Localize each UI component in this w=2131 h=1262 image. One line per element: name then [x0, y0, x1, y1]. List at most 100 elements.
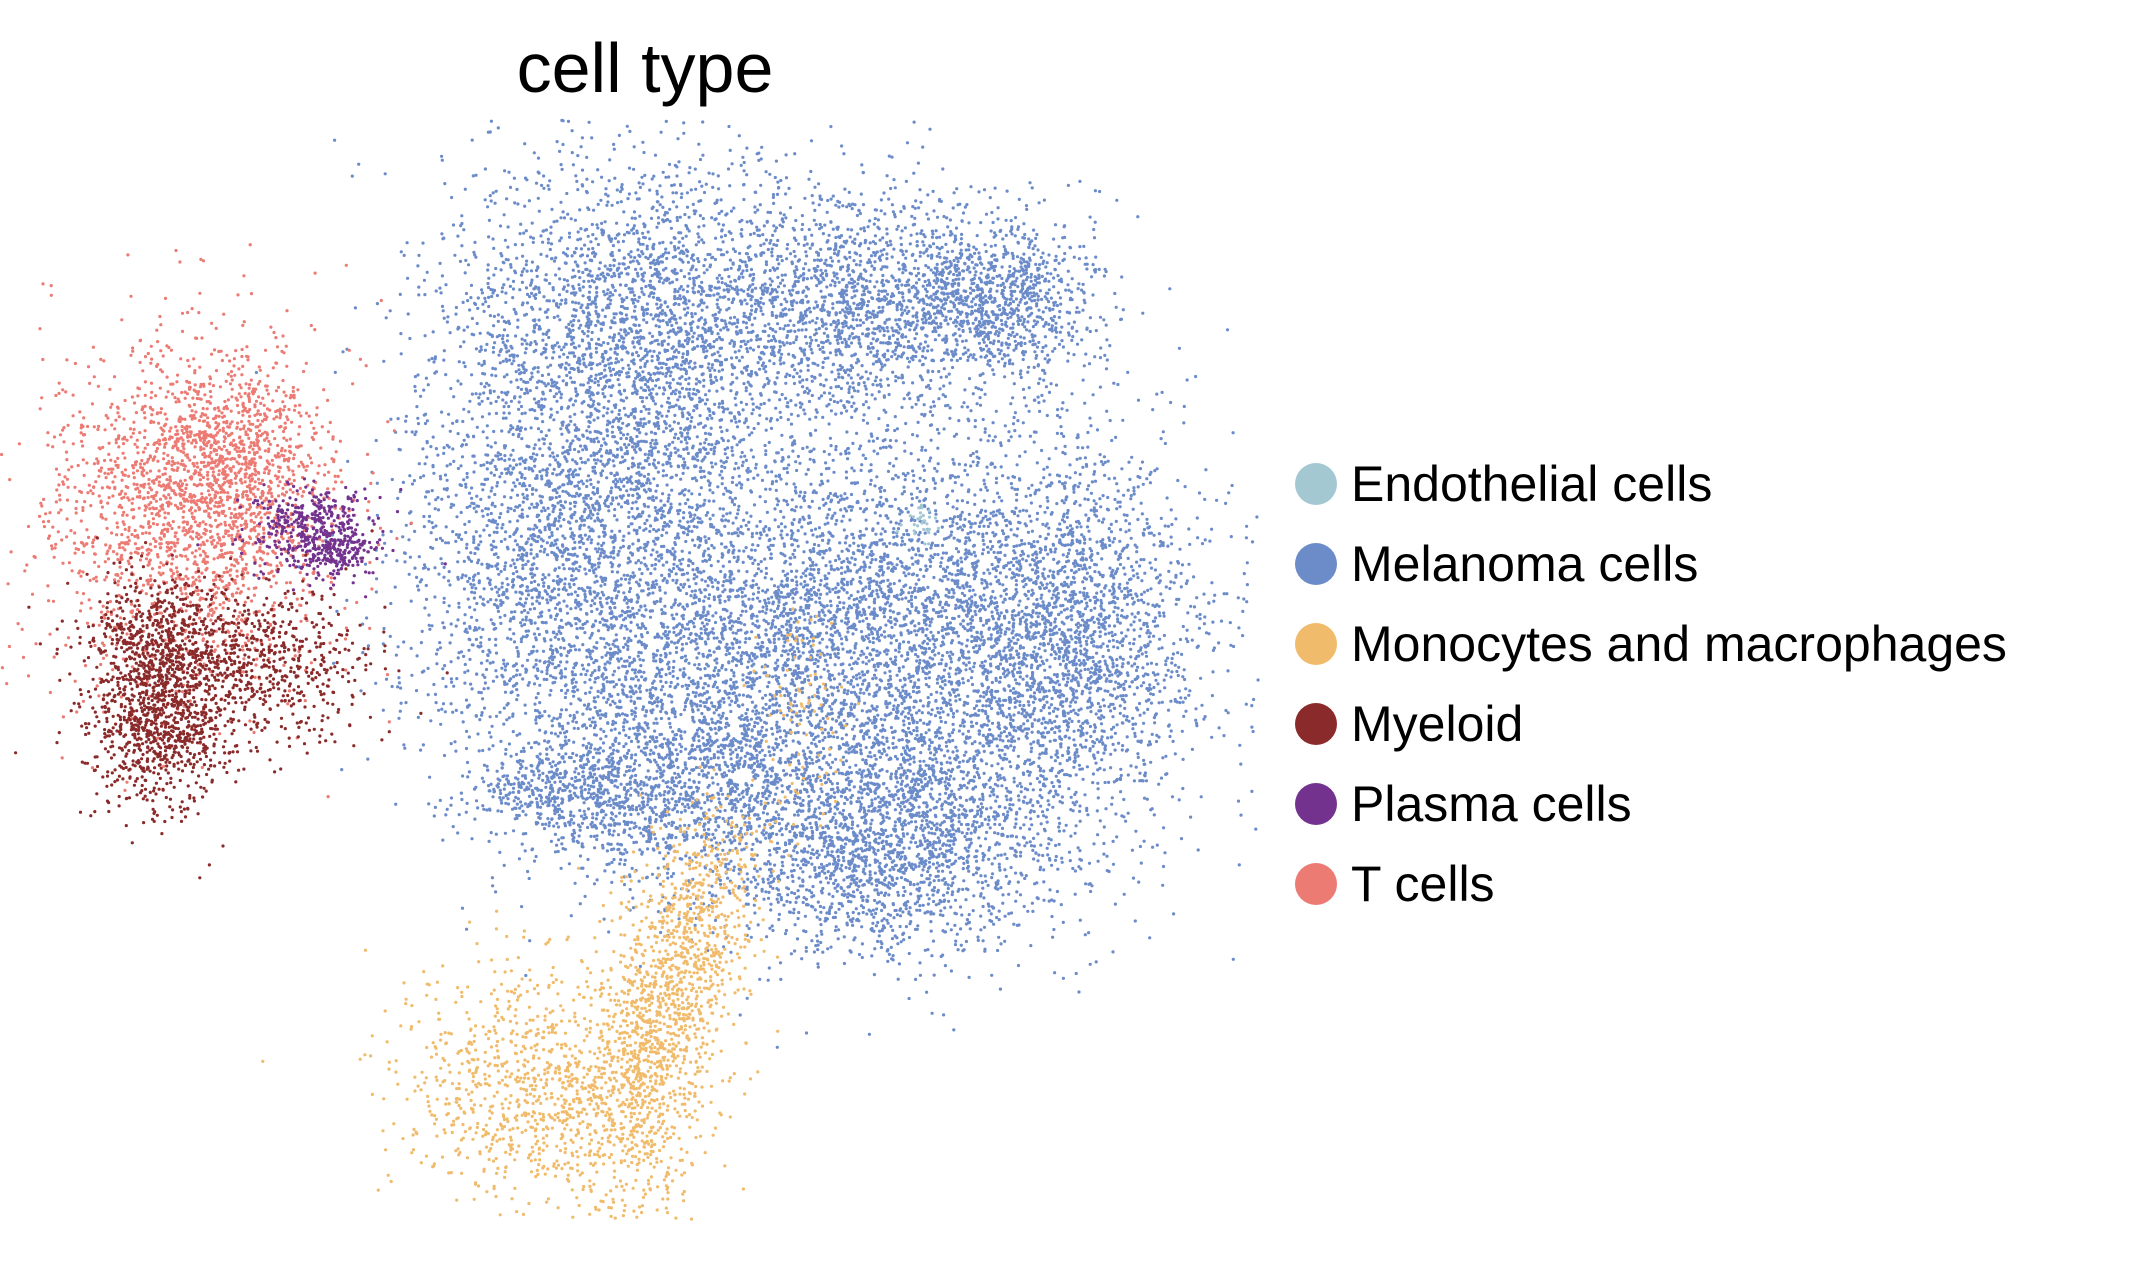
data-point: [787, 463, 791, 467]
data-point: [568, 351, 572, 355]
data-point: [755, 334, 760, 338]
data-point: [826, 198, 830, 203]
data-point: [509, 424, 513, 428]
data-point: [535, 274, 539, 278]
data-point: [602, 437, 606, 441]
data-point: [1009, 333, 1013, 337]
data-point: [717, 286, 721, 290]
data-point: [802, 316, 806, 320]
data-point: [569, 320, 573, 324]
data-point: [810, 379, 814, 383]
data-point: [900, 313, 904, 317]
data-point: [777, 525, 781, 529]
data-point: [558, 318, 562, 322]
data-point: [483, 385, 487, 389]
data-point: [792, 341, 796, 345]
data-point: [704, 437, 708, 442]
data-point: [523, 176, 528, 180]
data-point: [686, 431, 690, 435]
data-point: [980, 317, 984, 321]
data-point: [842, 369, 846, 373]
data-point: [944, 338, 948, 342]
data-point: [529, 283, 533, 287]
data-point: [645, 312, 649, 316]
data-point: [944, 286, 948, 291]
data-point: [780, 433, 784, 437]
data-point: [830, 370, 834, 374]
data-point: [817, 396, 821, 400]
data-point: [701, 347, 706, 351]
data-point: [875, 383, 879, 387]
data-point: [583, 243, 587, 247]
data-point: [846, 310, 850, 315]
data-point: [999, 228, 1003, 232]
data-point: [700, 184, 704, 188]
data-point: [513, 271, 518, 275]
data-point: [942, 233, 946, 237]
data-point: [440, 304, 445, 308]
data-point: [864, 334, 868, 338]
data-point: [677, 240, 681, 244]
data-point: [718, 354, 722, 358]
data-point: [813, 362, 817, 366]
data-point: [812, 447, 816, 451]
data-point: [874, 375, 879, 379]
data-point: [573, 293, 577, 297]
data-point: [631, 290, 635, 294]
data-point: [658, 276, 662, 280]
data-point: [489, 199, 493, 203]
data-point: [706, 329, 711, 333]
data-point: [660, 309, 665, 313]
data-point: [784, 396, 788, 400]
data-point: [612, 142, 616, 146]
data-point: [594, 237, 598, 241]
data-point: [775, 266, 780, 270]
data-point: [621, 239, 626, 243]
data-point: [826, 356, 830, 360]
data-point: [1093, 189, 1097, 193]
data-point: [787, 308, 791, 312]
data-point: [482, 309, 486, 313]
data-point: [593, 254, 597, 258]
data-point: [789, 412, 794, 416]
data-point: [1022, 272, 1026, 276]
data-point: [520, 303, 525, 307]
data-point: [924, 448, 928, 452]
data-point: [850, 332, 854, 336]
data-point: [693, 404, 697, 408]
data-point: [509, 344, 513, 348]
data-point: [702, 264, 706, 268]
data-point: [932, 312, 937, 316]
data-point: [720, 318, 724, 322]
data-point: [680, 411, 684, 415]
data-point: [663, 349, 667, 354]
data-point: [999, 283, 1003, 287]
data-point: [977, 341, 982, 345]
data-point: [856, 373, 860, 377]
data-point: [865, 392, 869, 396]
data-point: [595, 223, 599, 227]
data-point: [647, 407, 651, 411]
data-point: [481, 488, 485, 492]
data-point: [592, 485, 596, 490]
data-point: [641, 274, 645, 278]
data-point: [807, 268, 811, 272]
data-point: [779, 362, 783, 366]
data-point: [650, 291, 654, 295]
data-point: [597, 372, 601, 376]
data-point: [641, 252, 645, 256]
data-point: [901, 253, 905, 257]
data-point: [606, 288, 610, 292]
data-point: [1050, 318, 1055, 322]
data-point: [778, 398, 782, 402]
data-point: [821, 415, 825, 419]
data-point: [770, 352, 774, 357]
data-point: [663, 251, 668, 255]
data-point: [886, 349, 890, 353]
data-point: [687, 272, 691, 276]
data-point: [1007, 342, 1012, 347]
data-point: [1003, 361, 1007, 365]
data-point: [333, 370, 337, 374]
data-point: [567, 235, 572, 239]
data-point: [823, 356, 827, 361]
